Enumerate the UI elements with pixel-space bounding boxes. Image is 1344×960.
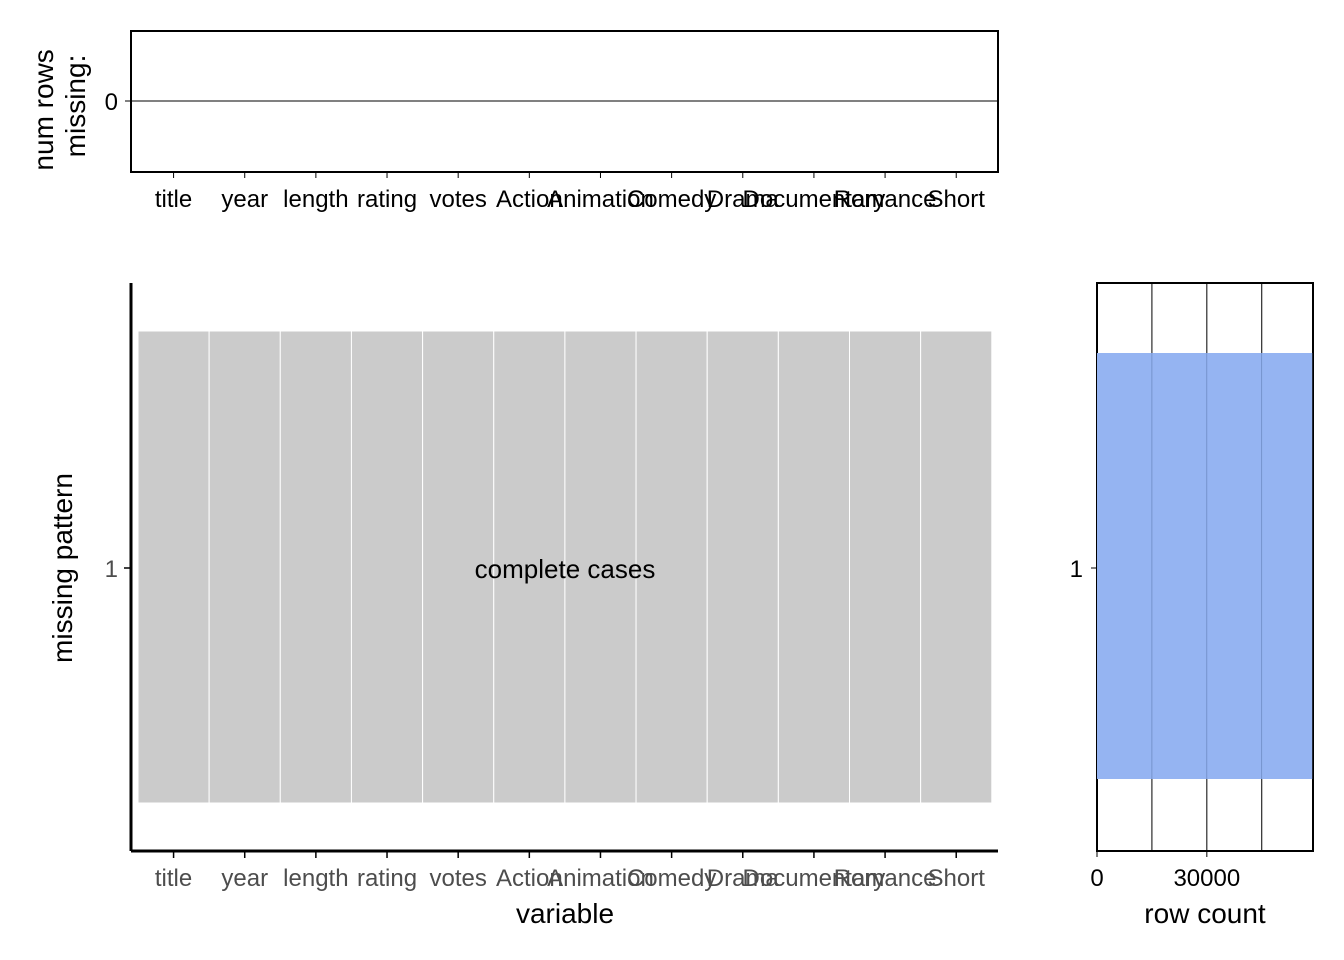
main-x-tick-label: title	[155, 865, 192, 892]
pattern-cell-title	[137, 330, 210, 804]
main-x-tick-label: Romance	[834, 865, 937, 892]
pattern-cell-length	[279, 330, 352, 804]
main-x-tick-label: Documentary	[743, 865, 886, 892]
main-x-tick-label: Short	[928, 865, 986, 892]
top-y-axis-title-line-1: num rows	[28, 49, 59, 170]
pattern-cell-Comedy	[635, 330, 708, 804]
right-bars	[1097, 353, 1313, 779]
pattern-label: complete cases	[475, 554, 656, 584]
right-x-tick-label: 30000	[1173, 865, 1240, 892]
top-x-ticks: title year length rating votes ActionAnimatio…	[155, 172, 985, 213]
pattern-cell-Animation	[564, 330, 637, 804]
top-y-tick-label: 0	[105, 89, 118, 116]
top-x-tick-label: Short	[928, 186, 986, 213]
top-x-tick-label: title	[155, 186, 192, 213]
top-x-tick-label: Action	[496, 186, 563, 213]
top-x-tick-label: Romance	[834, 186, 937, 213]
pattern-cell-rating	[350, 330, 424, 804]
main-y-axis-title: missing pattern	[47, 473, 78, 663]
pattern-cell-Romance	[849, 330, 922, 804]
right-y-tick-label: 1	[1070, 556, 1083, 583]
main-x-tick-label: year	[221, 865, 268, 892]
main-cells	[137, 330, 993, 804]
right-x-axis-title: row count	[1144, 898, 1266, 929]
main-x-axis-title: variable	[516, 898, 614, 929]
main-x-tick-label: Action	[496, 865, 563, 892]
top-x-tick-label: Documentary	[743, 186, 886, 213]
main-x-tick-label: votes	[429, 865, 486, 892]
main-x-tick-label: rating	[357, 865, 417, 892]
top-x-tick-label: year	[221, 186, 268, 213]
right-grid-overlay	[1151, 353, 1263, 779]
pattern-cell-Action	[493, 330, 566, 804]
right-panel: 1 0 30000 row count	[1070, 282, 1314, 929]
pattern-cell-votes	[422, 330, 495, 804]
right-x-ticks: 0 30000	[1090, 851, 1240, 892]
top-x-tick-label: rating	[357, 186, 417, 213]
top-panel: 0 title year length rating votes ActionAnimat…	[28, 30, 999, 213]
pattern-cell-Short	[920, 330, 993, 804]
right-x-tick-label: 0	[1090, 865, 1103, 892]
row-count-bar-1	[1097, 353, 1313, 779]
top-x-tick-label: Comedy	[627, 186, 716, 213]
top-x-tick-label: Drama	[707, 186, 780, 213]
main-y-tick-label: 1	[105, 556, 118, 583]
pattern-cell-year	[208, 330, 281, 804]
top-x-tick-label: length	[283, 186, 348, 213]
pattern-cell-Drama	[706, 330, 779, 804]
top-y-axis-title: num rows missing:	[28, 41, 91, 170]
main-x-tick-label: Animation	[547, 865, 654, 892]
main-x-ticks: title year length rating votes ActionAnimatio…	[155, 851, 985, 892]
top-x-tick-label: votes	[429, 186, 486, 213]
main-x-tick-label: Drama	[707, 865, 780, 892]
main-x-tick-label: length	[283, 865, 348, 892]
main-x-tick-label: Comedy	[627, 865, 716, 892]
top-x-tick-label: Animation	[547, 186, 654, 213]
top-y-axis-title-line-2: missing:	[60, 55, 91, 158]
main-panel: 1 complete cases title year length rating vo…	[47, 283, 998, 929]
pattern-cell-Documentary	[777, 330, 850, 804]
